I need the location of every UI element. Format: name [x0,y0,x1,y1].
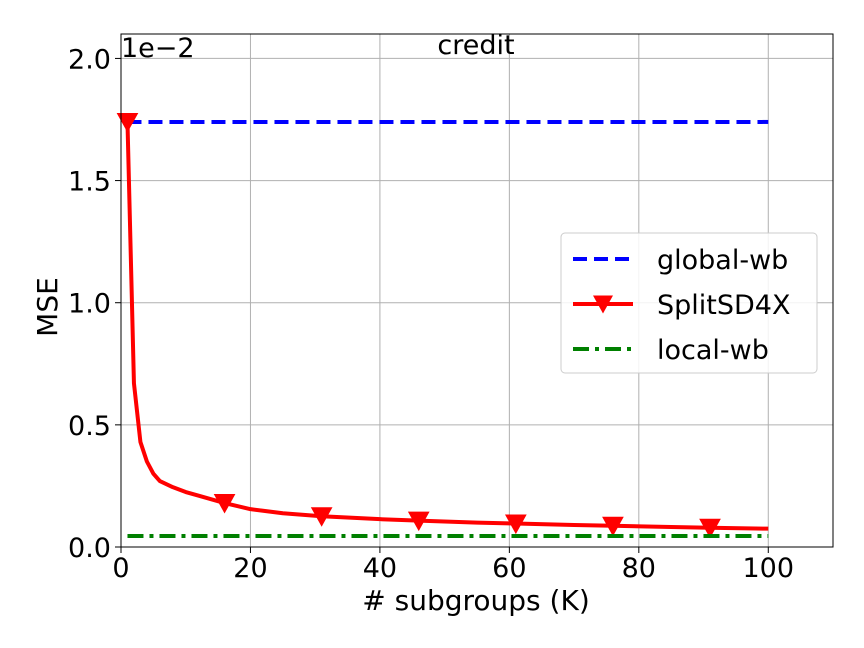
legend-label: local-wb [657,335,769,366]
x-tick-label: 80 [622,553,656,584]
chart-title: credit [437,30,514,61]
y-offset-label: 1e−2 [121,33,195,64]
data-point-marker [699,518,721,539]
x-tick-label: 40 [363,553,397,584]
data-point-marker [504,514,527,535]
legend-label: SplitSD4X [657,290,790,321]
x-tick-label: 0 [112,553,129,584]
series-splitsd4x [116,112,769,539]
data-point-marker [213,494,236,514]
legend-label: global-wb [657,245,788,276]
series-layer [116,112,769,539]
data-point-marker [407,511,430,532]
data-point-marker [310,507,333,527]
axis-ticks: 0 20 40 60 80 100 0.0 0.5 1.0 1.5 2.0 [68,44,794,584]
y-tick-label: 2.0 [68,44,111,75]
data-point-marker [602,516,624,537]
plot-frame [120,33,834,548]
legend-marker [593,295,613,314]
y-tick-label: 0.0 [68,533,111,564]
x-axis-label: # subgroups (K) [362,584,590,617]
data-point-marker [116,112,139,133]
y-tick-label: 0.5 [68,411,111,442]
x-tick-label: 20 [233,553,267,584]
y-axis-label: MSE [31,277,64,337]
legend-box [560,232,818,374]
y-tick-label: 1.0 [68,289,111,320]
x-tick-label: 60 [492,553,526,584]
x-tick-label: 100 [742,553,794,584]
legend: global-wb SplitSD4X local-wb [560,232,818,374]
y-tick-label: 1.5 [68,167,111,198]
series-line [125,121,769,531]
